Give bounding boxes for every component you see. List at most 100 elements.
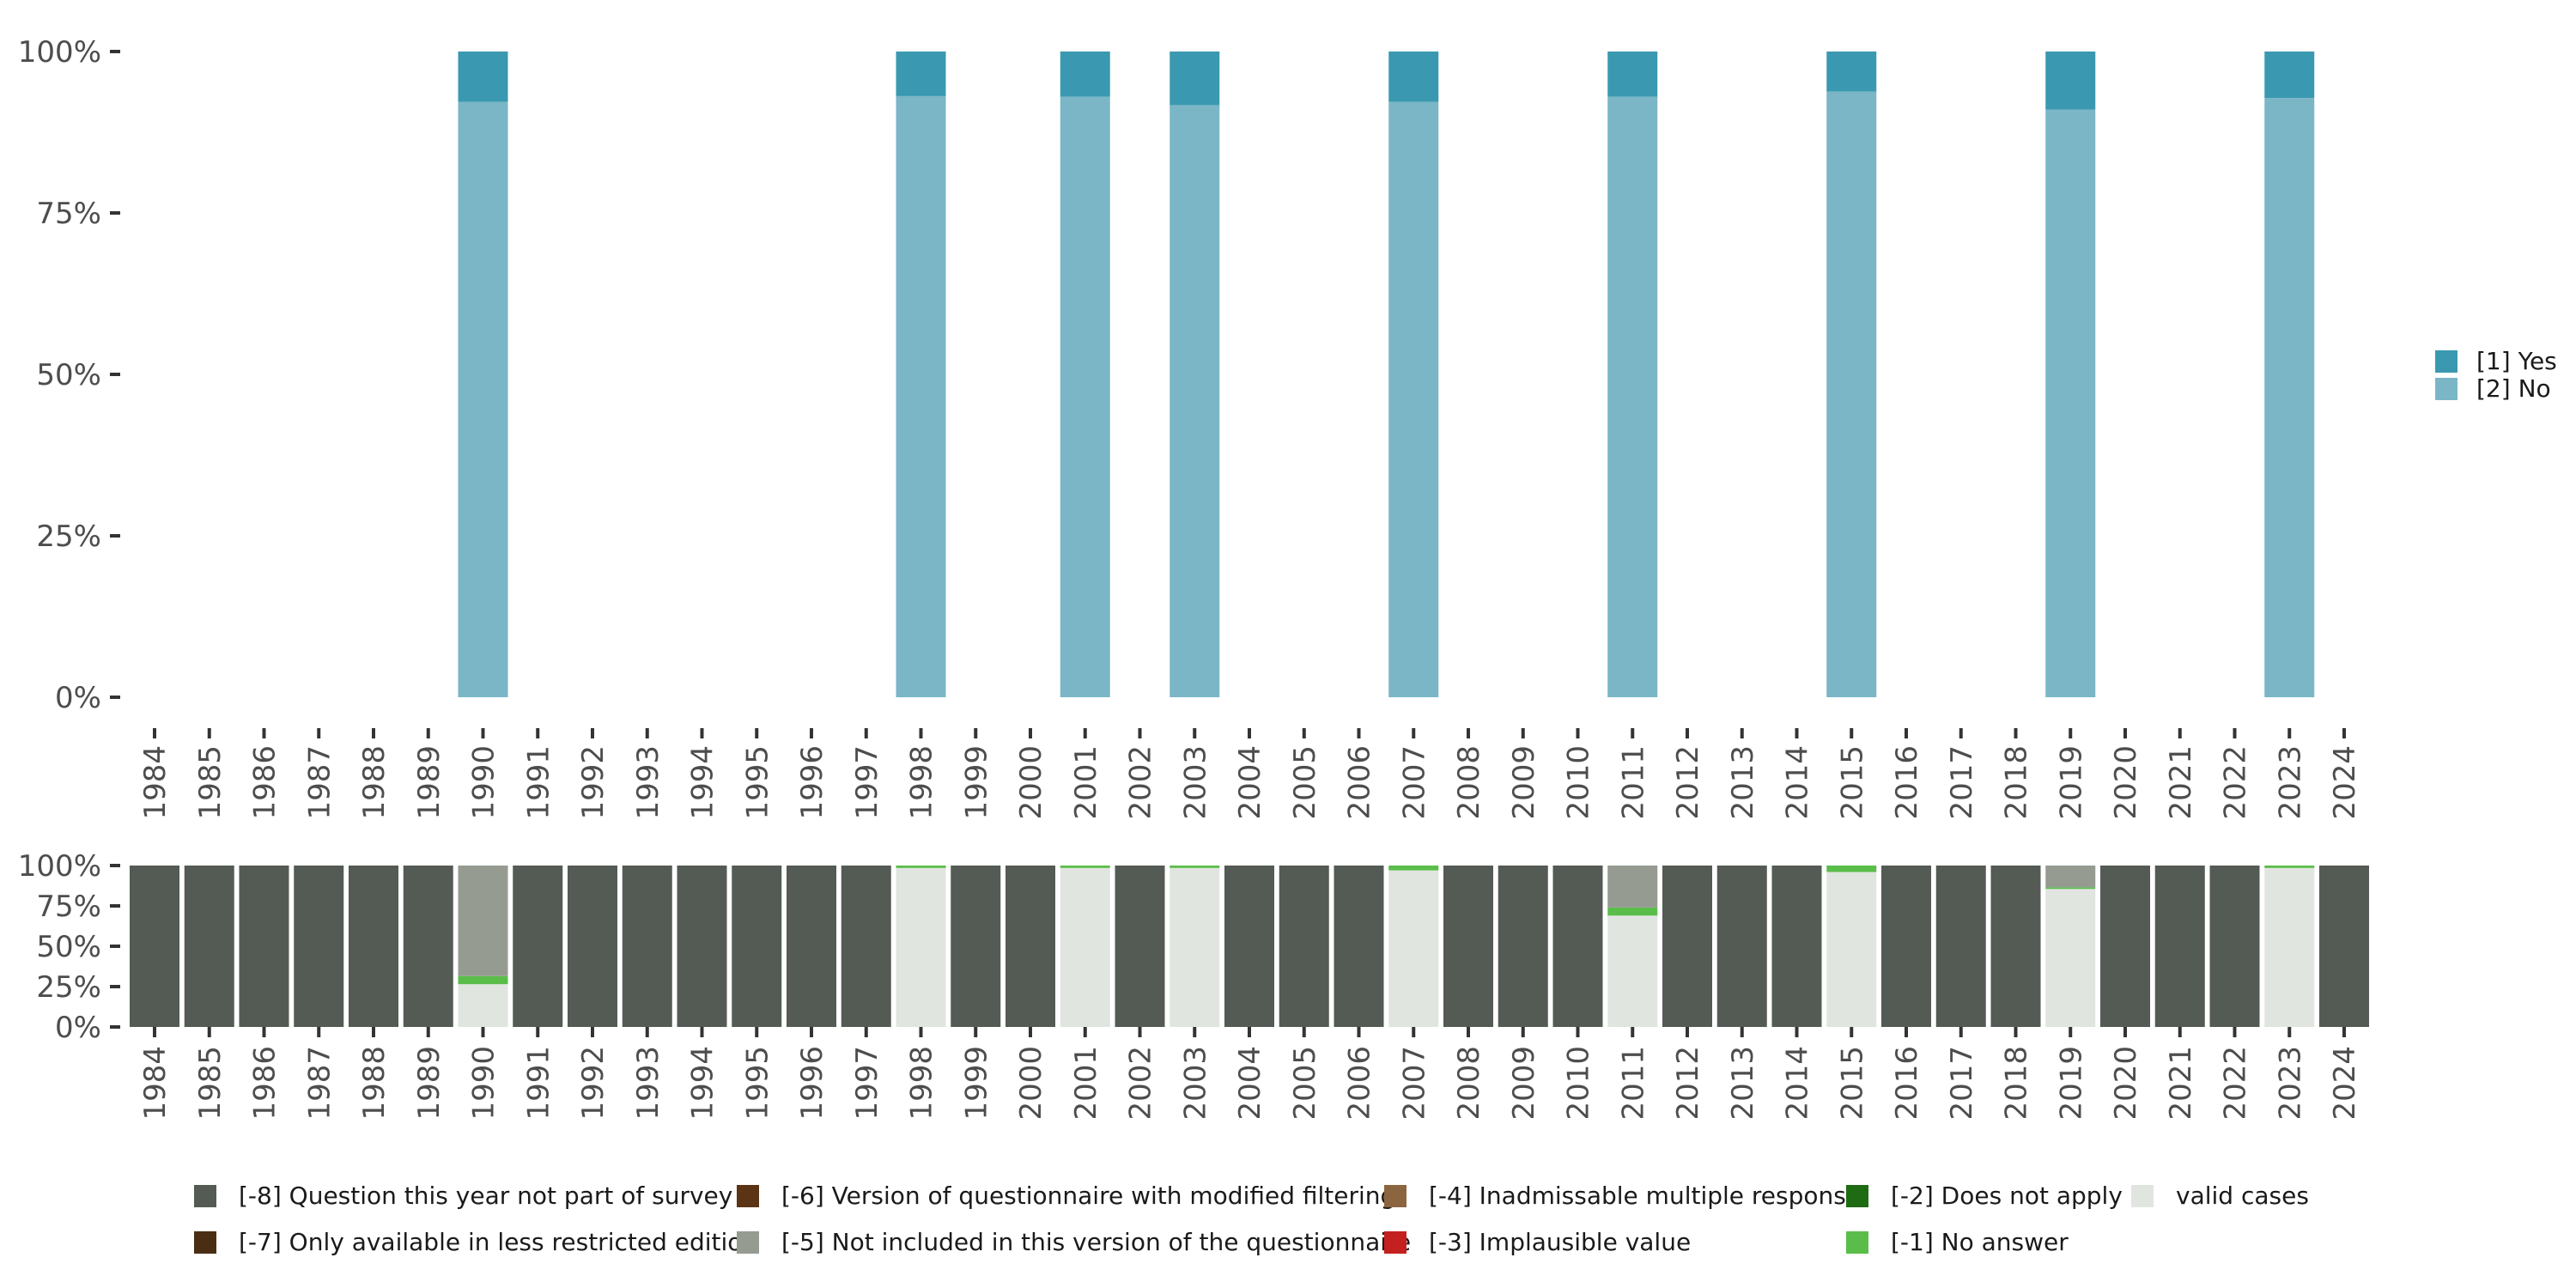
y-tick-label: 100% <box>18 35 101 70</box>
legend-label: valid cases <box>2176 1182 2309 1210</box>
x-tick-label: 2004 <box>1233 745 1267 820</box>
missing-bar-2011-s0 <box>1607 915 1658 1027</box>
x-tick-label: 2024 <box>2328 1046 2362 1121</box>
x-tick-label: 2016 <box>1890 1046 1924 1121</box>
legend-swatch <box>194 1185 216 1207</box>
x-tick-label: 2017 <box>1945 745 1979 820</box>
x-tick-label: 1985 <box>193 745 228 820</box>
legend-swatch <box>1846 1231 1868 1254</box>
legend-swatch-yes <box>2435 350 2458 373</box>
x-tick-label: 1986 <box>248 1046 283 1121</box>
x-tick-label: 2000 <box>1014 745 1048 820</box>
bar-yes-1998 <box>896 52 946 96</box>
y-tick-label: 50% <box>36 930 101 964</box>
missing-bar-1993-s3 <box>622 866 672 1027</box>
x-tick-label: 2007 <box>1397 745 1431 820</box>
x-tick-label: 2006 <box>1343 1046 1377 1121</box>
missing-bar-2019-s0 <box>2045 889 2096 1027</box>
missing-bar-1990-s1 <box>458 975 508 985</box>
legend-swatch <box>1384 1185 1406 1207</box>
x-tick-label: 2002 <box>1124 1046 1158 1121</box>
x-tick-label: 1999 <box>959 745 993 820</box>
legend-swatch <box>737 1231 759 1254</box>
x-tick-label: 2007 <box>1397 1046 1431 1121</box>
y-tick-label: 75% <box>36 890 101 924</box>
missing-bar-1984-s3 <box>130 866 179 1027</box>
missing-bar-2012-s3 <box>1662 866 1712 1027</box>
missing-bar-2023-s0 <box>2264 867 2315 1027</box>
bar-no-2019 <box>2045 109 2096 698</box>
x-tick-label: 2022 <box>2219 1046 2253 1121</box>
bar-no-2003 <box>1170 105 1220 697</box>
bar-no-2001 <box>1060 96 1110 697</box>
x-tick-label: 1991 <box>521 745 556 820</box>
x-tick-label: 1995 <box>740 1046 775 1121</box>
x-tick-label: 2012 <box>1671 1046 1705 1121</box>
y-tick-label: 25% <box>36 970 101 1005</box>
missing-bar-1994-s3 <box>677 866 727 1027</box>
legend-label: [2] No <box>2476 374 2551 403</box>
legend-swatch <box>737 1185 759 1207</box>
missing-bar-2005-s3 <box>1279 866 1329 1027</box>
x-tick-label: 1990 <box>467 1046 501 1121</box>
legend-label: [-8] Question this year not part of surv… <box>239 1182 732 1210</box>
x-tick-label: 2009 <box>1507 1046 1541 1121</box>
x-tick-label: 1995 <box>740 745 775 820</box>
missing-bar-1987-s3 <box>294 866 344 1027</box>
legend-label: [1] Yes <box>2476 347 2557 375</box>
top-chart: 0% 25% 50% 75% 100% 1984 1985 1986 1987 1988 1989 1… <box>18 35 2362 820</box>
legend-swatch <box>2131 1185 2154 1207</box>
x-tick-label: 1992 <box>576 745 611 820</box>
missing-bar-1990-s2 <box>458 866 508 976</box>
x-tick-label: 2006 <box>1343 745 1377 820</box>
bar-yes-2011 <box>1607 52 1658 97</box>
bar-yes-2001 <box>1060 52 1110 97</box>
x-tick-label: 1997 <box>850 745 884 820</box>
x-tick-label: 2011 <box>1616 1046 1650 1121</box>
missing-bar-1999-s3 <box>951 866 1001 1027</box>
y-tick-label: 100% <box>18 849 101 884</box>
x-tick-label: 1985 <box>193 1046 228 1121</box>
top-legend: [1] Yes[2] No <box>2435 347 2557 403</box>
x-tick-label: 2019 <box>2054 1046 2088 1121</box>
x-tick-label: 1996 <box>795 1046 829 1121</box>
missing-bar-2004-s3 <box>1224 866 1274 1027</box>
x-tick-label: 2003 <box>1178 1046 1212 1121</box>
missing-bar-2003-s1 <box>1170 866 1220 868</box>
x-tick-label: 2019 <box>2054 745 2088 820</box>
missing-bar-2007-s1 <box>1388 866 1439 871</box>
x-tick-label: 1987 <box>302 745 337 820</box>
missing-bar-2019-s1 <box>2045 887 2096 890</box>
x-tick-label: 1997 <box>850 1046 884 1121</box>
x-tick-label: 2012 <box>1671 745 1705 820</box>
x-tick-label: 1998 <box>905 1046 939 1121</box>
x-tick-label: 1987 <box>302 1046 337 1121</box>
bar-no-2011 <box>1607 96 1658 697</box>
x-tick-label: 2020 <box>2109 1046 2143 1121</box>
x-tick-label: 1993 <box>631 1046 665 1121</box>
missing-bar-2011-s2 <box>1607 866 1658 908</box>
bottom-legend: [-8] Question this year not part of surv… <box>194 1182 2309 1256</box>
x-tick-label: 2014 <box>1781 745 1815 820</box>
missing-bar-2007-s0 <box>1388 870 1439 1027</box>
missing-bar-1986-s3 <box>239 866 289 1027</box>
x-tick-label: 1989 <box>412 1046 447 1121</box>
x-tick-label: 1996 <box>795 745 829 820</box>
x-tick-label: 1989 <box>412 745 447 820</box>
x-tick-label: 2021 <box>2164 745 2198 820</box>
bar-no-2015 <box>1826 91 1877 697</box>
x-tick-label: 1988 <box>357 745 392 820</box>
bar-no-1998 <box>896 95 946 697</box>
x-tick-label: 2005 <box>1288 745 1322 820</box>
missing-bar-1992-s3 <box>568 866 617 1027</box>
missing-bar-2018-s3 <box>1990 866 2041 1027</box>
bar-yes-2007 <box>1388 52 1439 102</box>
x-tick-label: 2023 <box>2273 745 2307 820</box>
missing-bar-1990-s0 <box>458 984 508 1027</box>
missing-bar-1997-s3 <box>841 866 891 1027</box>
legend-label: [-2] Does not apply <box>1891 1182 2123 1210</box>
y-tick-label: 0% <box>55 1011 101 1045</box>
x-tick-label: 2004 <box>1233 1046 1267 1121</box>
x-tick-label: 2020 <box>2109 745 2143 820</box>
missing-bar-1991-s3 <box>513 866 563 1027</box>
